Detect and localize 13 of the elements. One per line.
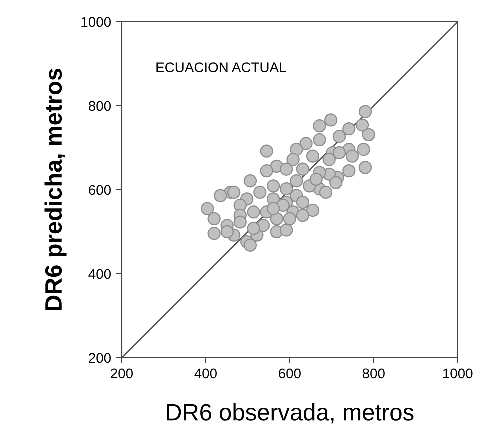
y-tick-label: 800	[88, 101, 112, 112]
x-tick-label: 600	[279, 368, 301, 379]
y-axis-title: DR6 predicha, metros	[44, 68, 67, 310]
x-tick-label: 400	[194, 368, 217, 379]
y-tick-label: 1000	[82, 17, 112, 28]
annotation: ECUACION ACTUAL	[156, 62, 286, 72]
x-tick-label: 800	[362, 368, 385, 379]
y-tick-label: 600	[89, 185, 112, 196]
y-tick-label: 200	[89, 353, 112, 364]
x-axis-title: DR6 observada, metros	[167, 404, 414, 424]
x-tick-label: 200	[111, 368, 134, 379]
x-tick-label: 1000	[443, 368, 473, 379]
y-tick-label: 400	[88, 269, 112, 280]
